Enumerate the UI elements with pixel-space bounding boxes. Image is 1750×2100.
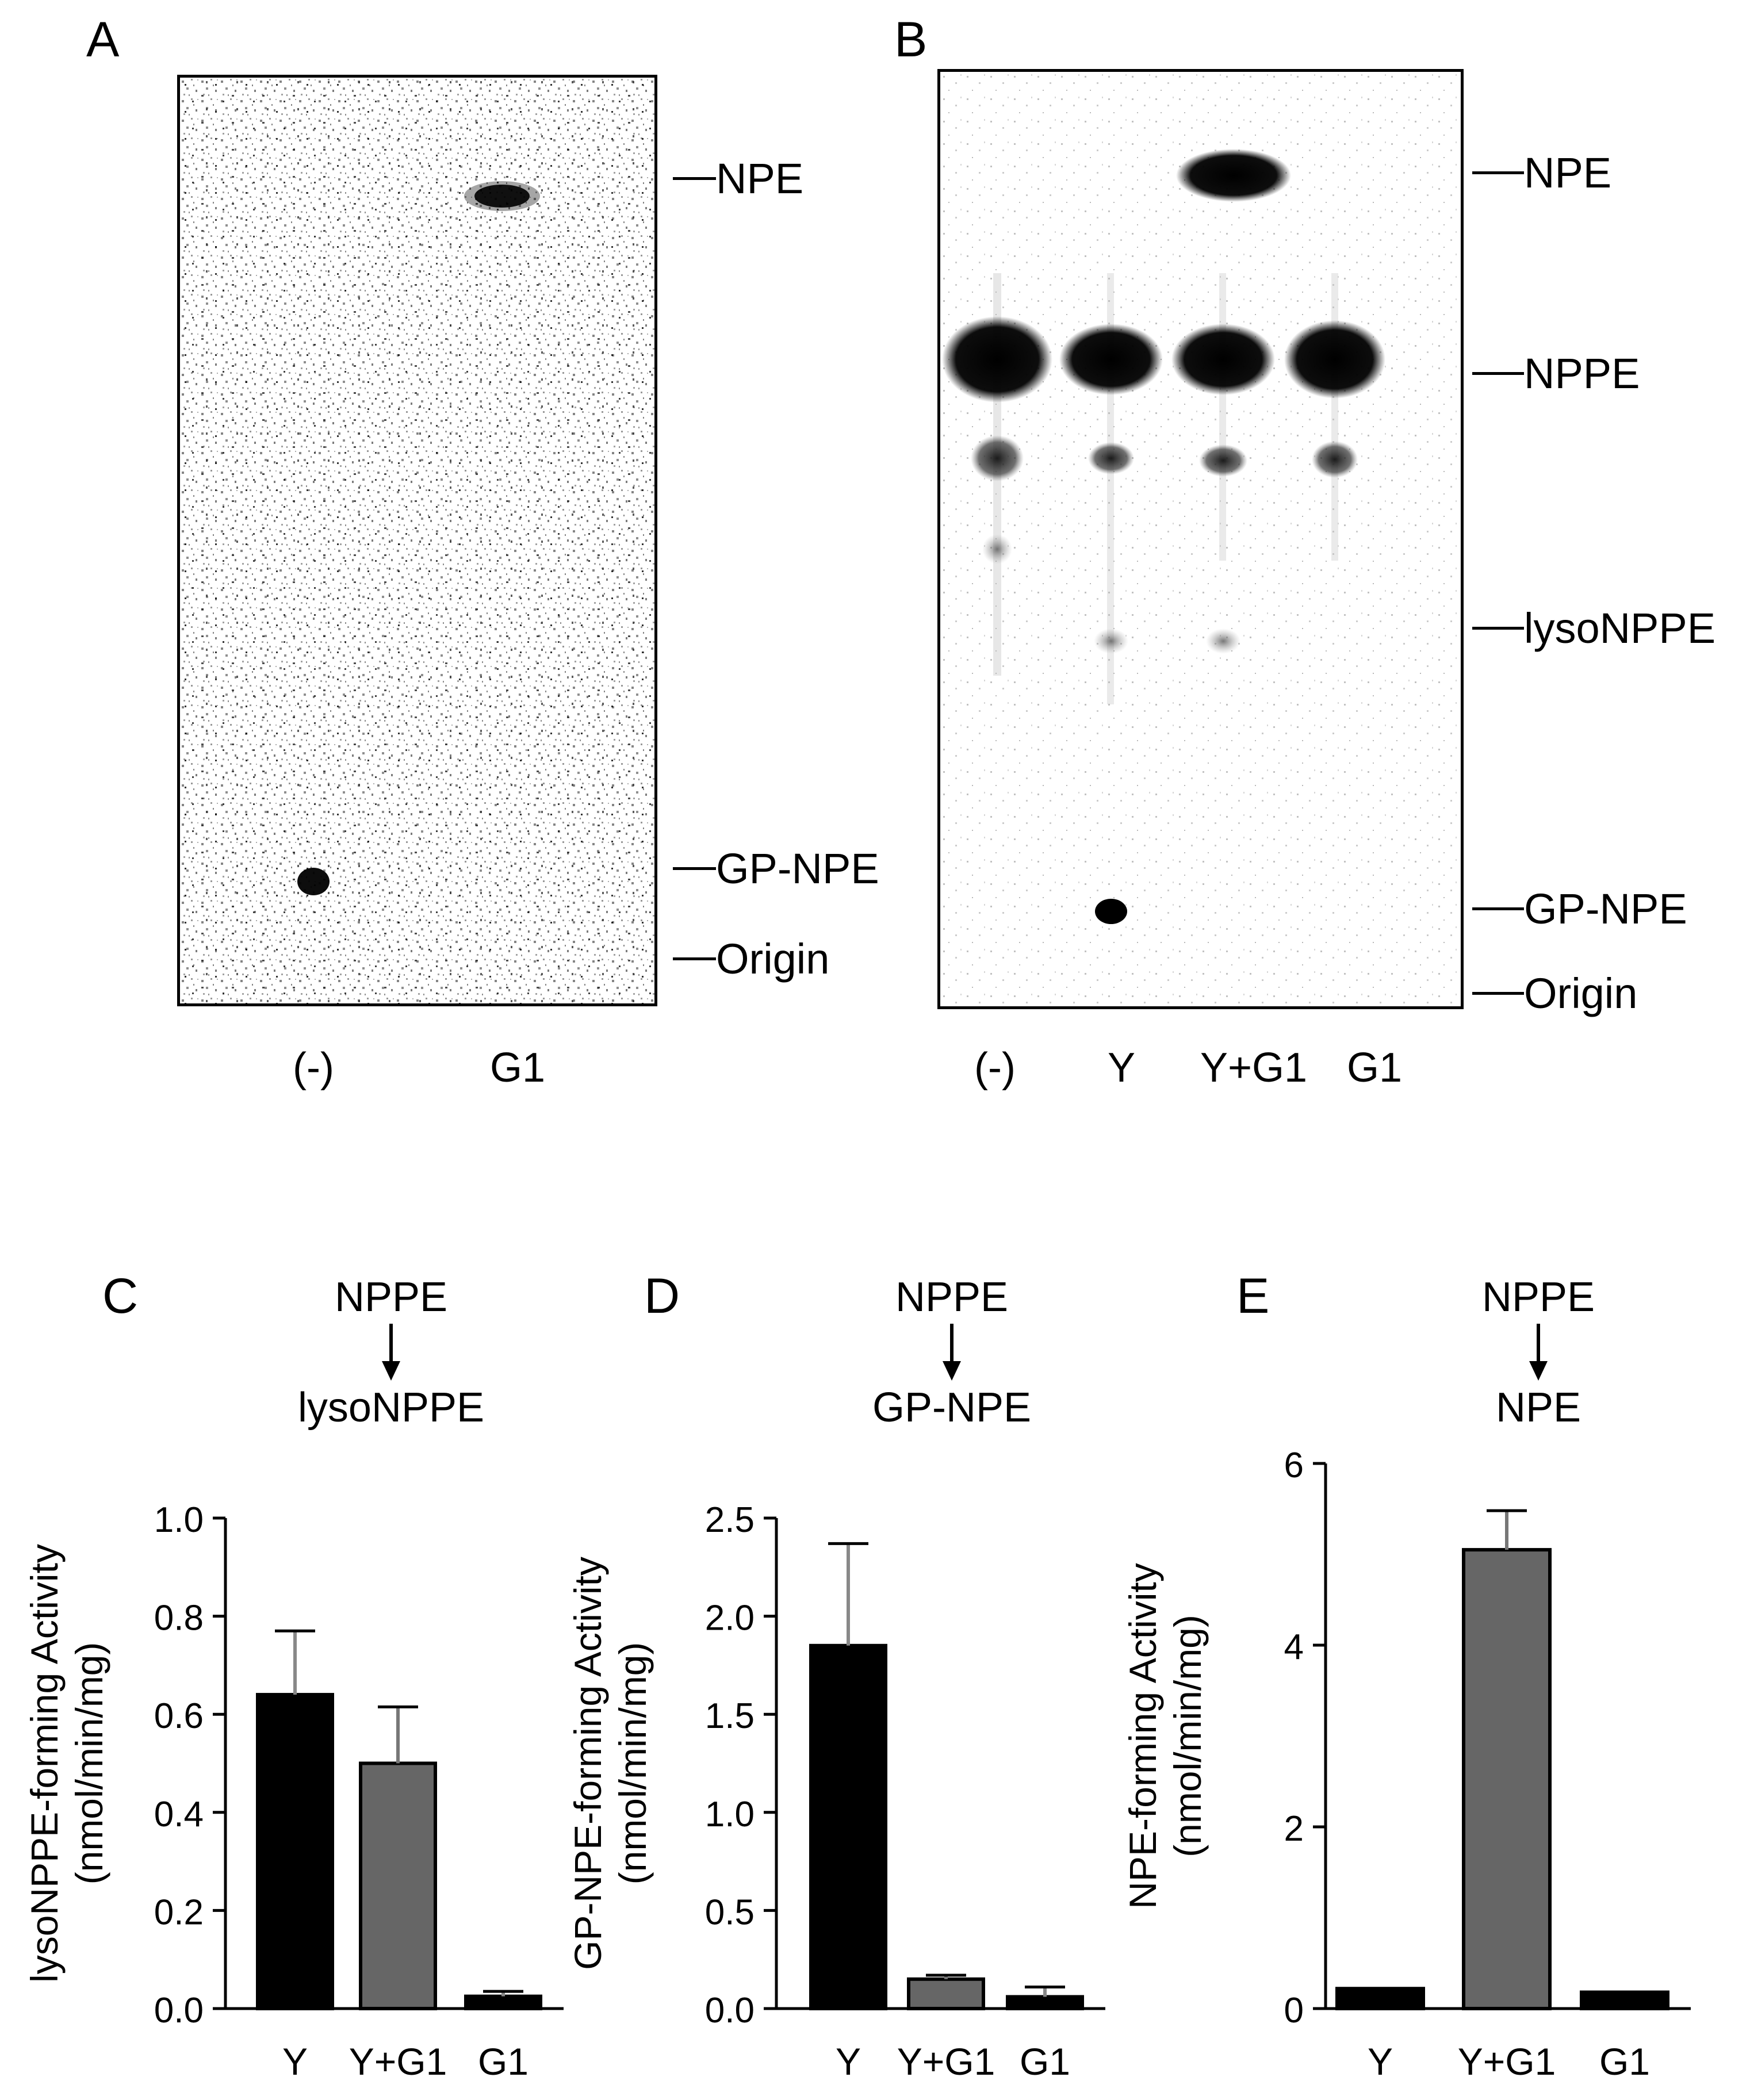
panel-b-marker-npe: NPE: [1524, 149, 1612, 197]
panel-b-lane-label: Y+G1: [1200, 1045, 1308, 1091]
y-tick-label: 1.0: [705, 1795, 755, 1834]
panel-e-flow-from: NPPE: [1481, 1274, 1595, 1320]
category-label: Y: [836, 2040, 861, 2083]
category-label: Y: [1368, 2040, 1393, 2083]
panel-d-flow: NPPE GP-NPE: [808, 1274, 1096, 1431]
down-arrow-icon: [808, 1321, 1096, 1384]
panel-a-label: A: [86, 12, 120, 67]
y-axis-unit: (nmol/min/mg): [1166, 1615, 1209, 1857]
panel-b-tlc-plate: [937, 69, 1464, 1009]
panel-a-plate-image: [180, 78, 654, 1003]
panel-c-flow-to: lysoNPPE: [297, 1385, 485, 1431]
category-label: G1: [1599, 2040, 1650, 2083]
panel-e-flow-to: NPE: [1495, 1385, 1581, 1431]
panel-b-lane-label: Y: [1107, 1045, 1136, 1091]
bar: [256, 1693, 334, 2010]
panel-b-marker-origin: Origin: [1524, 969, 1638, 1017]
panel-b-lane-label: (-): [974, 1045, 1016, 1091]
panel-c-flow-from: NPPE: [334, 1274, 448, 1320]
y-axis-label: GP-NPE-forming Activity: [566, 1557, 609, 1970]
panel-a-marker-gp-npe: GP-NPE: [716, 845, 879, 892]
bar: [1580, 1990, 1669, 2011]
y-axis-unit: (nmol/min/mg): [611, 1642, 654, 1885]
y-tick-label: 0.0: [154, 1991, 204, 2030]
panel-c-label: C: [102, 1269, 139, 1324]
y-tick-label: 1.5: [705, 1696, 755, 1736]
y-tick-label: 2: [1284, 1809, 1304, 1849]
down-arrow-icon: [1395, 1321, 1682, 1384]
y-tick-label: 0.4: [154, 1795, 204, 1834]
y-tick-label: 0.0: [705, 1991, 755, 2030]
bar: [359, 1761, 437, 2010]
panel-b-marker-nppe: NPPE: [1524, 350, 1640, 397]
y-tick-label: 0.8: [154, 1599, 204, 1638]
bar-charts: 0.0 0.2 0.4 0.6 0.8 1.0 Y Y+G1 G1 lysoNPPE-formin…: [23, 1446, 1691, 2083]
y-tick-label: 0.2: [154, 1892, 204, 1932]
y-tick-label: 0: [1284, 1991, 1304, 2030]
panel-b-marker-lysonppe: lysoNPPE: [1524, 604, 1716, 652]
panel-d-flow-to: GP-NPE: [872, 1385, 1032, 1431]
panel-e-flow: NPPE NPE: [1395, 1274, 1682, 1431]
bar: [1006, 1995, 1084, 2010]
bar: [1462, 1548, 1552, 2011]
panel-b-lane-label: G1: [1346, 1045, 1403, 1091]
y-tick-label: 4: [1284, 1627, 1304, 1667]
category-label: Y: [282, 2040, 308, 2083]
panel-e-label: E: [1236, 1269, 1270, 1324]
y-tick-label: 0.5: [705, 1892, 755, 1932]
bar: [809, 1643, 887, 2010]
bar: [907, 1977, 985, 2010]
panel-a-lane-label: (-): [293, 1045, 334, 1091]
y-axis-label: lysoNPPE-forming Activity: [23, 1544, 66, 1983]
panel-a-tlc-plate: [177, 75, 657, 1006]
panel-a-marker-origin: Origin: [716, 935, 830, 983]
y-tick-label: 6: [1284, 1446, 1304, 1485]
panel-b-label: B: [894, 12, 928, 67]
y-tick-label: 2.5: [705, 1500, 755, 1540]
panel-b-marker-gp-npe: GP-NPE: [1524, 885, 1687, 933]
panel-d-label: D: [644, 1269, 680, 1324]
panel-a-lane-label: G1: [489, 1045, 546, 1091]
y-tick-label: 1.0: [154, 1500, 204, 1540]
panel-d-flow-from: NPPE: [895, 1274, 1009, 1320]
category-label: G1: [1020, 2040, 1070, 2083]
y-tick-label: 0.6: [154, 1696, 204, 1736]
panel-a-marker-npe: NPE: [716, 155, 804, 202]
bar: [464, 1994, 542, 2011]
category-label: Y+G1: [349, 2040, 447, 2083]
category-label: Y+G1: [897, 2040, 995, 2083]
panel-c-flow: NPPE lysoNPPE: [247, 1274, 535, 1431]
y-tick-label: 2.0: [705, 1599, 755, 1638]
panel-b-plate-image: [940, 72, 1461, 1006]
category-label: Y+G1: [1458, 2040, 1556, 2083]
category-label: G1: [478, 2040, 529, 2083]
down-arrow-icon: [247, 1321, 535, 1384]
bar: [1335, 1987, 1425, 2010]
y-axis-unit: (nmol/min/mg): [68, 1642, 110, 1885]
y-axis-label: NPE-forming Activity: [1121, 1563, 1164, 1909]
